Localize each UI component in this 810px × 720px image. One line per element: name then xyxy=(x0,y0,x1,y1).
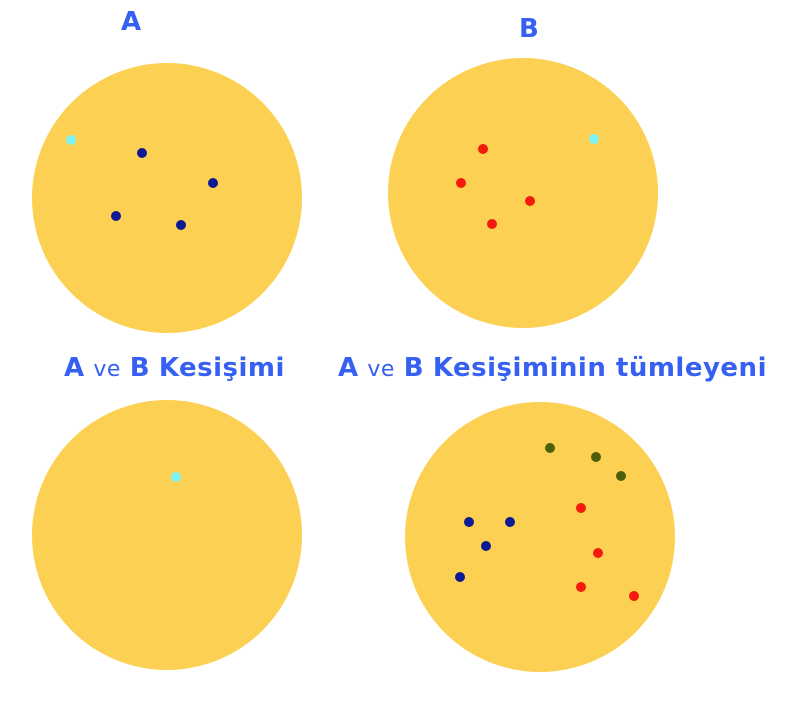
intersection-title-a: A xyxy=(64,353,85,383)
set-a-diagram xyxy=(32,63,302,333)
set-a-point xyxy=(137,148,147,158)
intersection-title: A ve B Kesişimi xyxy=(64,353,285,385)
complement-b-point xyxy=(576,582,586,592)
set-a-circle xyxy=(32,63,302,333)
set-b-point xyxy=(456,178,466,188)
set-b-point xyxy=(525,196,535,206)
set-a-letter: A xyxy=(121,7,142,37)
set-a-point xyxy=(111,211,121,221)
complement-b-point xyxy=(576,503,586,513)
intersection-title-b: B xyxy=(129,353,151,383)
complement-a-point xyxy=(455,572,465,582)
set-a-title: A xyxy=(121,7,142,37)
set-b-common-point xyxy=(589,134,599,144)
set-b-title: B xyxy=(519,14,539,44)
complement-title-ve: ve xyxy=(367,357,395,382)
set-a-point xyxy=(208,178,218,188)
complement-title: A ve B Kesişiminin tümleyeni xyxy=(338,353,767,385)
intersection-diagram xyxy=(32,400,302,670)
set-a-point xyxy=(176,220,186,230)
complement-diagram xyxy=(405,402,675,672)
complement-a-point xyxy=(481,541,491,551)
complement-outside-point xyxy=(545,443,555,453)
set-b-letter: B xyxy=(519,14,540,44)
complement-circle xyxy=(405,402,675,672)
intersection-title-ve: ve xyxy=(93,357,121,382)
complement-title-a: A xyxy=(338,353,359,383)
complement-outside-point xyxy=(616,471,626,481)
complement-b-point xyxy=(629,591,639,601)
intersection-circle xyxy=(32,400,302,670)
complement-title-rest: Kesişiminin tümleyeni xyxy=(432,353,767,383)
complement-a-point xyxy=(505,517,515,527)
complement-outside-point xyxy=(591,452,601,462)
complement-a-point xyxy=(464,517,474,527)
set-a-common-point xyxy=(66,135,76,145)
intersection-common-point xyxy=(171,472,181,482)
set-b-circle xyxy=(388,58,658,328)
complement-b-point xyxy=(593,548,603,558)
intersection-title-rest: Kesişimi xyxy=(158,353,285,383)
set-b-point xyxy=(478,144,488,154)
set-b-point xyxy=(487,219,497,229)
complement-title-b: B xyxy=(403,353,425,383)
set-b-diagram xyxy=(388,58,658,328)
